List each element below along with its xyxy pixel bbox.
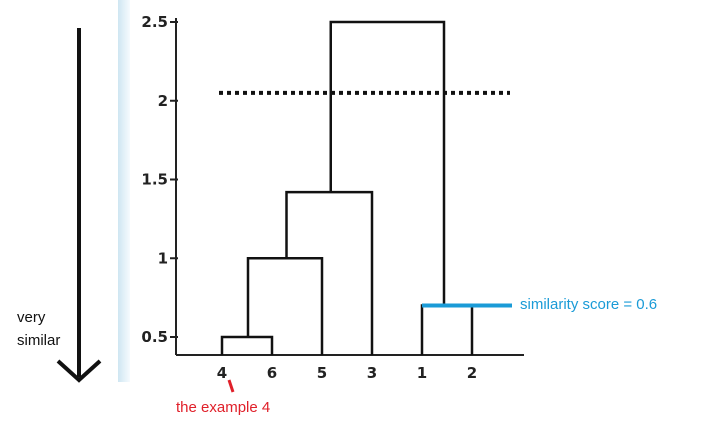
dendrogram-link (420, 304, 474, 355)
example-pointer-line (227, 379, 235, 393)
y-tick-group: 0.5 1 1.5 2 2.5 (141, 13, 178, 346)
leaf-label: 1 (417, 364, 427, 382)
y-tick-label: 1.5 (141, 171, 168, 189)
y-tick-label: 0.5 (141, 328, 168, 346)
y-tick-label: 2.5 (141, 13, 168, 31)
leaf-label-group: 4 6 5 3 1 2 (217, 364, 477, 382)
leaf-label: 6 (267, 364, 277, 382)
dendrogram-link (285, 190, 374, 355)
leaf-label: 2 (467, 364, 477, 382)
leaf-label: 3 (367, 364, 377, 382)
dendrogram-links (220, 20, 474, 355)
y-tick-label: 1 (158, 249, 168, 267)
leaf-label: 4 (217, 364, 227, 382)
leaf-label: 5 (317, 364, 327, 382)
similarity-annotation: similarity score = 0.6 (422, 296, 657, 313)
similarity-score-label: similarity score = 0.6 (520, 296, 657, 313)
very-similar-label-line2: similar (17, 332, 60, 349)
similarity-direction-arrow (56, 28, 102, 383)
example-label: the example 4 (176, 399, 270, 416)
dendrogram-link (246, 257, 324, 355)
y-tick-label: 2 (158, 92, 168, 110)
dendrogram-link (220, 335, 274, 355)
dendrogram-link (329, 20, 446, 306)
panel-left-strip (118, 0, 130, 382)
example-annotation: the example 4 (176, 379, 270, 416)
very-similar-label-line1: very (17, 309, 46, 326)
